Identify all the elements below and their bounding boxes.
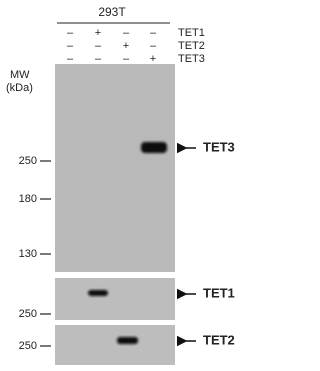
mw-label: MW [10, 69, 30, 81]
blot-panel [55, 278, 175, 320]
marker-label: 180 [19, 193, 37, 205]
marker-label: 130 [19, 248, 37, 260]
band [88, 290, 108, 296]
cell-line: 293T [98, 5, 126, 19]
marker-label: 250 [19, 155, 37, 167]
band-label: TET3 [203, 139, 235, 154]
band-label: TET1 [203, 285, 235, 300]
treatment-name: TET3 [178, 53, 205, 65]
blot-figure: 293T –+––TET1––+–TET2–––+TET3 MW (kDa) 2… [0, 0, 247, 371]
sign: – [123, 27, 130, 39]
sign: – [150, 27, 157, 39]
marker-label: 250 [19, 308, 37, 320]
blot-panel [55, 325, 175, 365]
mw-unit: (kDa) [6, 82, 33, 94]
sign: + [150, 53, 156, 65]
band [117, 337, 138, 344]
treatment-grid: –+––TET1––+–TET2–––+TET3 [67, 27, 205, 65]
sign: – [67, 40, 74, 52]
band-label: TET2 [203, 332, 235, 347]
sign: – [95, 53, 102, 65]
sign: – [123, 53, 130, 65]
sign: – [67, 53, 74, 65]
markers: 250 180 130 250 250 [19, 155, 51, 352]
marker-label: 250 [19, 340, 37, 352]
treatment-name: TET1 [178, 27, 205, 39]
blot-panel [55, 64, 175, 272]
sign: + [95, 27, 101, 39]
sign: – [67, 27, 74, 39]
sign: – [95, 40, 102, 52]
treatment-name: TET2 [178, 40, 205, 52]
band [141, 142, 167, 153]
sign: – [150, 40, 157, 52]
sign: + [123, 40, 129, 52]
